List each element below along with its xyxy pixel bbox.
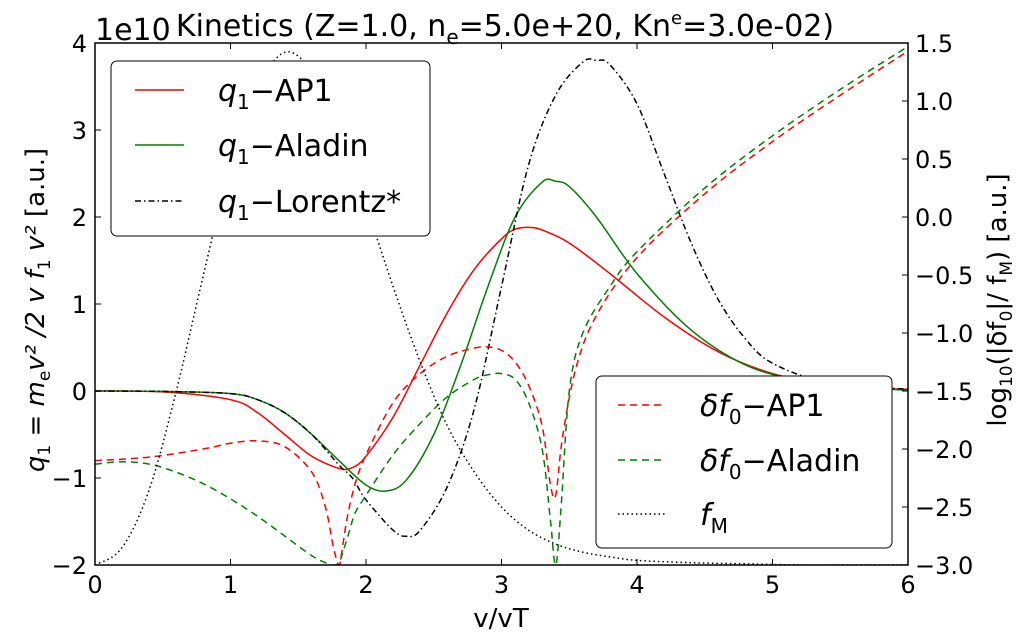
legend-right-label-1: δf0−Aladin bbox=[700, 444, 860, 484]
y-left-tick-label: 0 bbox=[72, 378, 87, 406]
y-right-tick-label: 1.0 bbox=[915, 88, 953, 116]
y-axis-left-label: q1 = mev² /2 v f1 v² [a.u.] bbox=[21, 148, 55, 472]
y-left-tick-label: −1 bbox=[52, 465, 87, 493]
x-tick-label: 0 bbox=[87, 571, 102, 599]
series-line-4 bbox=[95, 45, 908, 565]
legend-left-box bbox=[110, 60, 431, 237]
series-line-3 bbox=[95, 50, 908, 565]
y-right-tick-label: −1.0 bbox=[915, 320, 973, 348]
ticks-layer: 0 1 2 3 4 5 6 −2 −1 0 1 2 3 4 −3.0 −2.5 −2.0 −1.5 −1.0 −0.5… bbox=[52, 30, 974, 599]
y-right-tick-label: 1.5 bbox=[915, 30, 953, 58]
series-layer bbox=[95, 45, 908, 565]
series-line-0 bbox=[95, 226, 908, 471]
y-right-tick-label: 0.5 bbox=[915, 146, 953, 174]
left-axis-offset: 1e10 bbox=[95, 13, 171, 48]
x-tick-label: 4 bbox=[629, 571, 644, 599]
y-right-tick-label: −3.0 bbox=[915, 552, 973, 580]
y-left-tick-label: 2 bbox=[72, 204, 87, 232]
y-right-tick-label: −2.0 bbox=[915, 436, 973, 464]
x-tick-label: 3 bbox=[494, 571, 509, 599]
y-left-tick-label: 3 bbox=[72, 117, 87, 145]
x-axis-label: v/vT bbox=[473, 604, 529, 634]
legend-left-label-2: q1−Lorentz* bbox=[218, 185, 401, 225]
legend-right-box bbox=[595, 375, 893, 549]
legend-left: q1−AP1 q1−Aladin q1−Lorentz* bbox=[110, 60, 431, 237]
y-left-tick-label: 1 bbox=[72, 291, 87, 319]
y-right-tick-label: −2.5 bbox=[915, 494, 973, 522]
y-right-tick-label: −0.5 bbox=[915, 262, 973, 290]
legend-left-label-1: q1−Aladin bbox=[218, 129, 369, 169]
y-axis-right-label: log10(|δf0|/ fM) [a.u.] bbox=[983, 173, 1017, 426]
y-right-tick-label: −1.5 bbox=[915, 378, 973, 406]
y-left-tick-label: 4 bbox=[72, 30, 87, 58]
y-left-tick-label: −2 bbox=[52, 552, 87, 580]
chart-title: Kinetics (Z=1.0, ne=5.0e+20, Kne=3.0e-02… bbox=[176, 8, 834, 49]
y-right-tick-label: 0.0 bbox=[915, 204, 953, 232]
x-tick-label: 5 bbox=[765, 571, 780, 599]
legend-right-label-0: δf0−AP1 bbox=[700, 389, 825, 429]
legend-left-label-0: q1−AP1 bbox=[218, 74, 333, 114]
series-line-5 bbox=[95, 51, 908, 565]
x-tick-label: 6 bbox=[900, 571, 915, 599]
x-tick-label: 2 bbox=[358, 571, 373, 599]
legend-right: δf0−AP1 δf0−Aladin fM bbox=[595, 375, 893, 549]
x-tick-label: 1 bbox=[223, 571, 238, 599]
